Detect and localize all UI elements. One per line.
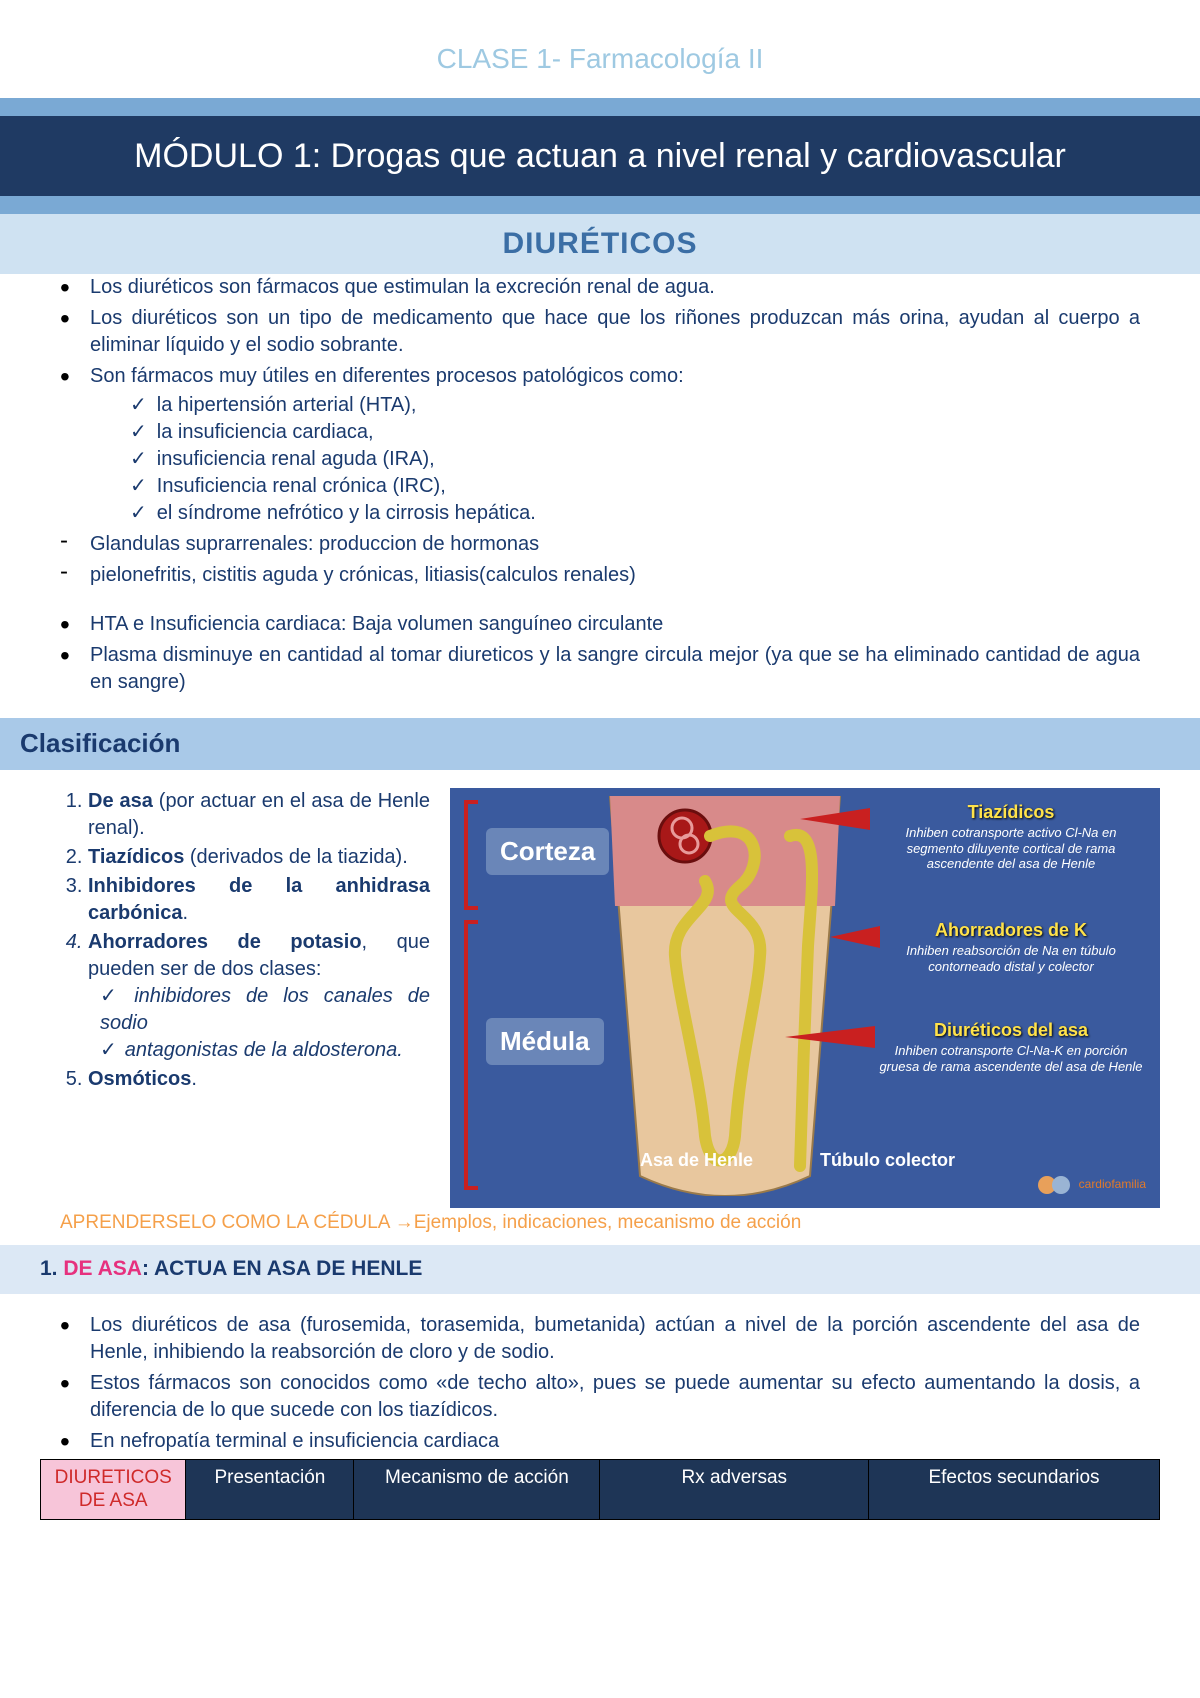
bullet-item: Los diuréticos de asa (furosemida, toras… <box>90 1312 1140 1366</box>
diagram-medula-label: Médula <box>486 1018 604 1065</box>
classif-sub: antagonistas de la aldosterona. <box>100 1037 430 1064</box>
diagram-asa-label: Asa de Henle <box>640 1148 753 1172</box>
bullet-item: Plasma disminuye en cantidad al tomar di… <box>90 642 1140 696</box>
dash-item: Glandulas suprarrenales: produccion de h… <box>90 531 1140 558</box>
bullet-item: Los diuréticos son un tipo de medicament… <box>90 305 1140 359</box>
callout-tiazidicos: Tiazídicos Inhiben cotransporte activo C… <box>876 802 1146 872</box>
bullet-item: Son fármacos muy útiles en diferentes pr… <box>90 363 1140 527</box>
diagram-logo: cardiofamilia <box>1035 1172 1146 1198</box>
intro-block: Los diuréticos son fármacos que estimula… <box>0 274 1200 696</box>
sub-bullet: la hipertensión arterial (HTA), <box>130 392 1140 419</box>
classif-item: Tiazídicos (derivados de la tiazida). <box>88 844 430 871</box>
sub-bullet: Insuficiencia renal crónica (IRC), <box>130 473 1140 500</box>
asa-bullets: Los diuréticos de asa (furosemida, toras… <box>0 1312 1200 1455</box>
arrow-icon <box>785 1026 875 1048</box>
sub-bullet: insuficiencia renal aguda (IRA), <box>130 446 1140 473</box>
warn-line: APRENDERSELO COMO LA CÉDULA →Ejemplos, i… <box>0 1208 1200 1246</box>
thin-bar-bottom <box>0 196 1200 214</box>
table-header: Rx adversas <box>600 1459 869 1520</box>
asa-table: DIURETICOS DE ASA Presentación Mecanismo… <box>40 1459 1160 1521</box>
asa-header: 1. DE ASA: ACTUA EN ASA DE HENLE <box>0 1245 1200 1293</box>
classif-item: Ahorradores de potasio, que pueden ser d… <box>88 929 430 1064</box>
bullet-item: HTA e Insuficiencia cardiaca: Baja volum… <box>90 611 1140 638</box>
thin-bar-top <box>0 98 1200 116</box>
sub-bullet: la insuficiencia cardiaca, <box>130 419 1140 446</box>
arrow-icon <box>800 808 870 830</box>
classif-item: Osmóticos. <box>88 1066 430 1093</box>
classification-header: Clasificación <box>0 718 1200 769</box>
diagram-tubulo-label: Túbulo colector <box>820 1148 955 1172</box>
bullet-item: En nefropatía terminal e insuficiencia c… <box>90 1428 1140 1455</box>
bullet-item: Estos fármacos son conocidos como «de te… <box>90 1370 1140 1424</box>
sub-bullet: el síndrome nefrótico y la cirrosis hepá… <box>130 500 1140 527</box>
page-header: CLASE 1- Farmacología II <box>0 0 1200 98</box>
table-header: DIURETICOS DE ASA <box>41 1459 186 1520</box>
classification-body: De asa (por actuar en el asa de Henle re… <box>0 770 1200 1208</box>
nephron-diagram: Corteza Médula Asa de Henle Túbulo colec… <box>450 788 1160 1208</box>
diagram-corteza-label: Corteza <box>486 828 609 875</box>
asa-table-block: DIURETICOS DE ASA Presentación Mecanismo… <box>0 1459 1200 1521</box>
callout-ahorradores: Ahorradores de K Inhiben reabsorción de … <box>876 920 1146 975</box>
section-banner: DIURÉTICOS <box>0 214 1200 275</box>
classif-sub: inhibidores de los canales de sodio <box>100 983 430 1037</box>
callout-asa: Diuréticos del asa Inhiben cotransporte … <box>876 1020 1146 1075</box>
classif-item: De asa (por actuar en el asa de Henle re… <box>88 788 430 842</box>
table-header: Presentación <box>186 1459 354 1520</box>
bullet-item: Los diuréticos son fármacos que estimula… <box>90 274 1140 301</box>
classif-item: Inhibidores de la anhidrasa carbónica. <box>88 873 430 927</box>
arrow-icon <box>830 926 880 948</box>
dash-item: pielonefritis, cistitis aguda y crónicas… <box>90 562 1140 589</box>
module-banner: MÓDULO 1: Drogas que actuan a nivel rena… <box>0 116 1200 196</box>
table-header: Efectos secundarios <box>869 1459 1160 1520</box>
table-header: Mecanismo de acción <box>354 1459 600 1520</box>
